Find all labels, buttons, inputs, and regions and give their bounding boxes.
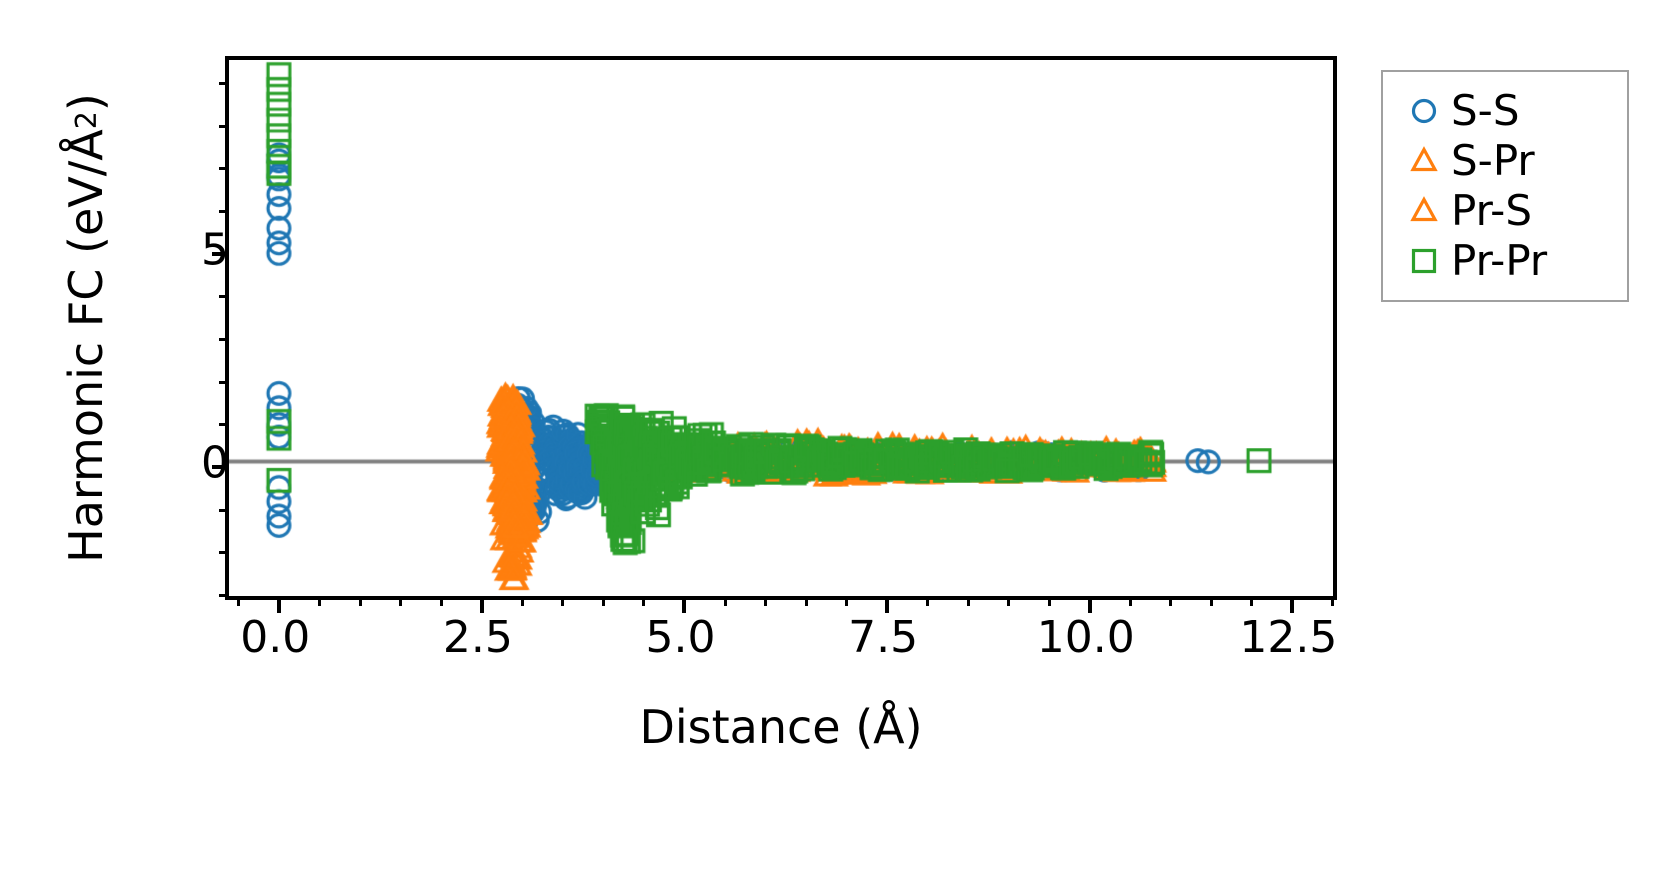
x-axis-tick-minor — [561, 596, 565, 606]
x-axis-tick-minor — [966, 596, 970, 606]
y-axis-label-suffix: ) — [59, 93, 113, 112]
x-axis-tick-label: 0.0 — [240, 612, 311, 663]
x-axis-tick-minor — [1209, 596, 1213, 606]
x-axis-tick-label: 2.5 — [442, 612, 513, 663]
x-axis-tick-minor — [764, 596, 768, 606]
x-axis-tick-minor — [358, 596, 362, 606]
plot-area — [212, 56, 1337, 613]
triangle-icon — [1397, 194, 1451, 228]
x-axis-tick-minor — [1128, 596, 1132, 606]
x-axis-tick-major — [682, 596, 687, 613]
legend-item-3[interactable]: Pr-Pr — [1397, 236, 1617, 286]
x-axis-tick-minor — [520, 596, 524, 606]
y-axis-tick-major — [212, 252, 229, 257]
y-axis-tick-major — [212, 465, 229, 470]
x-axis-tick-major — [479, 596, 484, 613]
x-axis-tick-minor — [804, 596, 808, 606]
y-axis-tick-minor — [219, 167, 229, 171]
x-axis-tick-label: 10.0 — [1036, 612, 1135, 663]
legend-label-0: S-S — [1451, 86, 1520, 135]
y-axis-tick-minor — [219, 508, 229, 512]
square-icon — [1397, 244, 1451, 278]
circle-icon — [1397, 94, 1451, 128]
x-axis-tick-minor — [642, 596, 646, 606]
x-axis-tick-minor — [926, 596, 930, 606]
x-axis-tick-minor — [399, 596, 403, 606]
x-axis-tick-minor — [1169, 596, 1173, 606]
legend-item-0[interactable]: S-S — [1397, 86, 1617, 136]
x-axis-tick-label: 7.5 — [848, 612, 919, 663]
x-axis-tick-minor — [845, 596, 849, 606]
x-axis-tick-minor — [601, 596, 605, 606]
x-axis-tick-minor — [723, 596, 727, 606]
x-axis-tick-minor — [1331, 596, 1335, 606]
x-axis-label: Distance (Å) — [639, 700, 923, 754]
y-axis-label-exponent: 2 — [69, 111, 103, 130]
legend-label-2: Pr-S — [1451, 186, 1532, 235]
legend-item-1[interactable]: S-Pr — [1397, 136, 1617, 186]
x-axis-tick-major — [1087, 596, 1092, 613]
x-axis-tick-minor — [1007, 596, 1011, 606]
y-axis-tick-minor — [219, 295, 229, 299]
x-axis-tick-label: 12.5 — [1239, 612, 1338, 663]
x-axis-tick-major — [277, 596, 282, 613]
y-axis-tick-minor — [219, 81, 229, 85]
x-axis-tick-minor — [237, 596, 241, 606]
x-axis-tick-label: 5.0 — [645, 612, 716, 663]
y-axis-tick-minor — [219, 124, 229, 128]
x-axis-tick-minor — [439, 596, 443, 606]
legend: S-S S-Pr Pr-S Pr-Pr — [1381, 70, 1629, 302]
x-axis-tick-major — [1290, 596, 1295, 613]
y-axis-label-text: Harmonic FC (eV/Å — [59, 129, 113, 563]
x-axis-tick-major — [885, 596, 890, 613]
y-axis-tick-minor — [219, 423, 229, 427]
y-axis-label: Harmonic FC (eV/Å 2) — [46, 56, 126, 600]
legend-item-2[interactable]: Pr-S — [1397, 186, 1617, 236]
y-axis-tick-minor — [219, 380, 229, 384]
triangle-icon — [1397, 144, 1451, 178]
y-axis-tick-minor — [219, 337, 229, 341]
x-axis-tick-minor — [1250, 596, 1254, 606]
y-axis-tick-minor — [219, 551, 229, 555]
y-axis-tick-minor — [219, 593, 229, 597]
x-axis-tick-minor — [1047, 596, 1051, 606]
legend-label-1: S-Pr — [1451, 136, 1535, 185]
data-points-canvas — [229, 60, 1333, 596]
x-axis-tick-minor — [318, 596, 322, 606]
y-axis-tick-minor — [219, 209, 229, 213]
legend-label-3: Pr-Pr — [1451, 236, 1548, 285]
